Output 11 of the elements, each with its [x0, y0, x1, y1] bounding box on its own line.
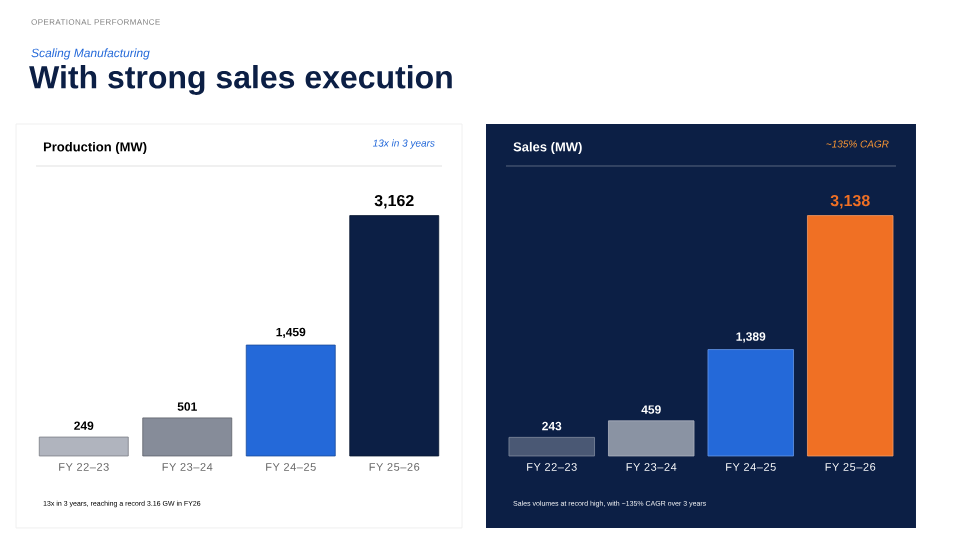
bar — [707, 349, 794, 457]
bar — [349, 215, 440, 457]
bar — [508, 436, 595, 457]
bar — [608, 420, 695, 457]
bar — [807, 215, 894, 457]
data-label: 3,162 — [374, 194, 414, 209]
bar — [245, 344, 336, 457]
text: With strong sales execution — [29, 65, 452, 95]
bar — [38, 436, 129, 457]
bar — [142, 417, 233, 457]
data-label: 3,138 — [830, 194, 870, 209]
